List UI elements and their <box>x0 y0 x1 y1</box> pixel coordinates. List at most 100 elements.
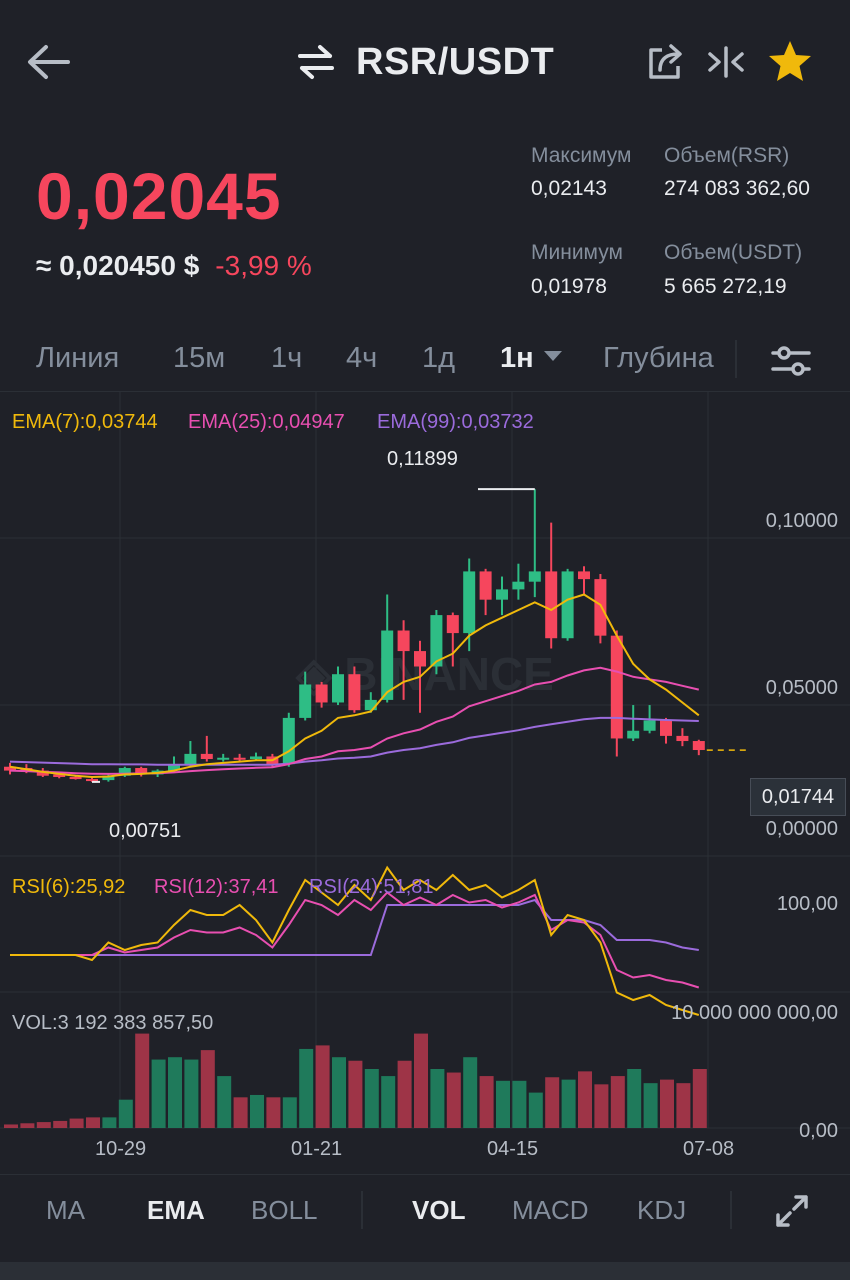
candle-body <box>348 674 361 711</box>
volume-bar <box>36 1122 51 1128</box>
candle-body <box>233 757 246 760</box>
tab-4h[interactable]: 4ч <box>346 342 378 374</box>
candle-body <box>676 735 689 742</box>
current-price-tag: 0,01744 <box>750 778 846 816</box>
indicator-ema[interactable]: EMA <box>147 1195 205 1225</box>
fullscreen-expand-icon[interactable] <box>772 1191 812 1231</box>
vol-tick-bottom: 0,00 <box>799 1120 838 1142</box>
interval-tabs: Линия 15м 1ч 4ч 1д 1н Глубина <box>0 330 850 390</box>
pair-selector[interactable]: RSR/USDT <box>296 40 554 84</box>
rsi12-line <box>10 891 700 989</box>
candle-body <box>118 768 131 776</box>
chevron-down-icon <box>543 351 562 362</box>
volume-bar <box>512 1080 527 1128</box>
volume-bar <box>545 1077 560 1128</box>
vol-tick-top: 10 000 000 000,00 <box>671 1002 838 1024</box>
volume-bar <box>578 1071 592 1128</box>
high-value: 0,02143 <box>531 177 607 200</box>
indicator-boll[interactable]: BOLL <box>251 1195 318 1225</box>
candle-body <box>496 589 508 600</box>
chart-markers <box>92 488 748 783</box>
rsi-tick: 100,00 <box>776 893 838 915</box>
price-change: -3,99 % <box>215 250 312 281</box>
price-tick-zero: 0,00000 <box>765 818 838 840</box>
date-label: 07-08 <box>683 1138 735 1160</box>
legend-rsi6: RSI(6):25,92 <box>12 876 126 898</box>
date-label: 01-21 <box>291 1138 343 1160</box>
tab-1h[interactable]: 1ч <box>271 342 303 374</box>
last-price: 0,02045 <box>36 159 282 233</box>
tab-1d[interactable]: 1д <box>422 342 456 374</box>
ema99-line <box>9 716 699 766</box>
candle-body <box>102 775 115 781</box>
volume-bar <box>86 1117 100 1128</box>
candle-body <box>446 615 459 634</box>
header: RSR/USDT <box>0 0 850 125</box>
tab-line[interactable]: Линия <box>36 342 120 374</box>
volume-bar <box>118 1099 133 1128</box>
candle-body <box>4 766 16 771</box>
indicator-macd[interactable]: MACD <box>512 1195 589 1225</box>
candle-body <box>381 630 394 700</box>
star-icon[interactable] <box>766 38 814 86</box>
volume-bar <box>676 1083 691 1128</box>
candle-body <box>561 571 574 639</box>
back-arrow-icon[interactable] <box>24 40 72 84</box>
candle-body <box>643 720 656 731</box>
high-label: Максимум <box>531 144 632 167</box>
tabs-separator <box>0 391 850 392</box>
tab-depth[interactable]: Глубина <box>603 342 714 374</box>
indicator-ma[interactable]: MA <box>46 1195 85 1225</box>
indicator-kdj[interactable]: KDJ <box>637 1195 687 1225</box>
candle-body <box>479 571 492 600</box>
candle-body <box>545 571 558 639</box>
volume-bar <box>20 1123 35 1128</box>
legend-ema25: EMA(25):0,04947 <box>188 411 345 433</box>
candle-body <box>364 699 377 711</box>
volume-bar <box>381 1076 396 1128</box>
volume-bar <box>414 1033 428 1128</box>
low-value: 0,01978 <box>531 275 607 298</box>
candle-body <box>512 581 525 590</box>
legend-vol: VOL:3 192 383 857,50 <box>12 1012 214 1034</box>
volume-bar <box>348 1060 363 1128</box>
legend-rsi24: RSI(24):51,81 <box>309 876 434 898</box>
share-icon[interactable] <box>646 42 686 82</box>
candle-body <box>250 756 262 760</box>
volume-bar <box>627 1069 642 1128</box>
price-chart[interactable]: ◈ BINANCE <box>0 392 850 1172</box>
bottom-strip <box>0 1262 850 1280</box>
volume-bar <box>250 1094 264 1128</box>
high-marker-label: 0,11899 <box>387 448 458 470</box>
ema-lines <box>9 593 700 779</box>
vol-base-label: Объем(RSR) <box>664 144 790 167</box>
volume-bar <box>299 1048 314 1128</box>
tab-1w[interactable]: 1н <box>500 342 562 375</box>
settings-sliders-icon[interactable] <box>770 344 812 378</box>
price-tick-top: 0,10000 <box>765 510 838 532</box>
price-tick-mid: 0,05000 <box>765 677 838 699</box>
candle-body <box>578 571 590 580</box>
volume-bar <box>430 1069 445 1128</box>
volume-bar <box>282 1097 297 1128</box>
pair-title: RSR/USDT <box>356 40 555 83</box>
candle-body <box>528 571 541 582</box>
volume-bar <box>233 1097 248 1128</box>
legend-rsi12: RSI(12):37,41 <box>154 876 279 898</box>
vol-quote-label: Объем(USDT) <box>664 241 803 264</box>
candle-body <box>53 774 66 778</box>
candle-body <box>414 651 426 667</box>
volume-bar <box>168 1057 182 1128</box>
volume-bar <box>315 1045 330 1128</box>
compare-icon[interactable] <box>706 44 746 80</box>
volume-bar <box>135 1033 150 1128</box>
volume-bar <box>332 1057 346 1128</box>
indicator-vol[interactable]: VOL <box>412 1195 466 1225</box>
candle-body <box>86 779 98 782</box>
candle-body <box>36 770 49 776</box>
price-sub: ≈ 0,020450 $ -3,99 % <box>36 250 312 282</box>
tab-15m[interactable]: 15м <box>173 342 226 374</box>
candlesticks <box>4 489 705 782</box>
candle-body <box>217 757 230 760</box>
volume-bar <box>479 1076 494 1128</box>
